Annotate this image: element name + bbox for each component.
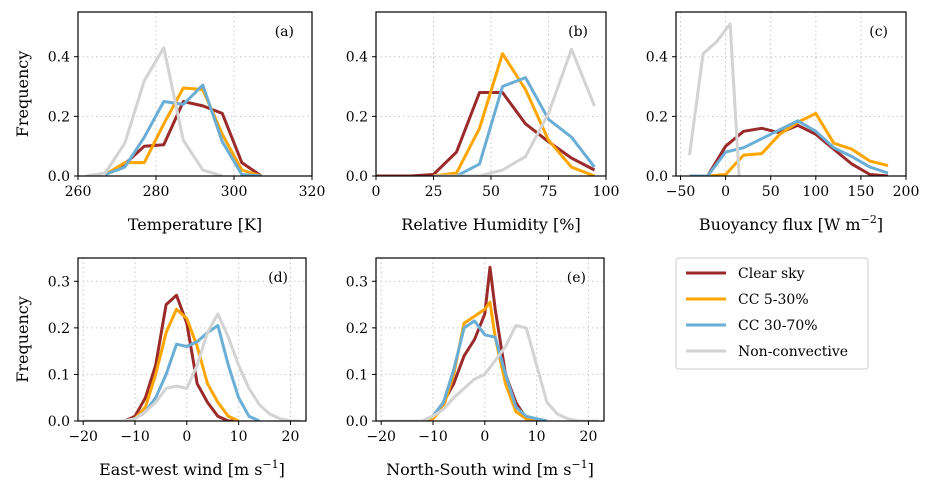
series-group <box>83 293 301 421</box>
series-line-cc-30-70- <box>433 76 596 176</box>
series-line-clear-sky <box>689 123 889 176</box>
y-axis-label: Frequency <box>13 51 32 138</box>
x-tick-label: 75 <box>540 184 558 200</box>
x-axis-label: Relative Humidity [%] <box>401 215 580 234</box>
x-tick-label: −10 <box>120 429 150 445</box>
y-tick-label: 0.2 <box>346 321 368 337</box>
x-tick-label: 200 <box>893 184 920 200</box>
y-tick-label: 0.3 <box>48 274 70 290</box>
x-axis-label: Buoyancy flux [W m−2] <box>699 213 883 234</box>
y-tick-label: 0.1 <box>48 367 70 383</box>
panel-e: −20 −10 0 10 20 0.0 0.1 0.2 0.3 (e) North-South wi… <box>346 257 605 479</box>
legend-box <box>675 257 869 370</box>
x-tick-label: −20 <box>68 429 98 445</box>
series-line-cc-5-30- <box>104 86 262 176</box>
x-tick-label: 100 <box>802 184 829 200</box>
x-tick-label: −50 <box>666 184 696 200</box>
axes-frame <box>375 257 605 422</box>
x-tick-label: 100 <box>593 184 620 200</box>
y-tick-label: 0.2 <box>48 321 70 337</box>
y-tick-label: 0.4 <box>646 50 668 66</box>
x-tick-label: −20 <box>366 429 396 445</box>
legend-label: Non-convective <box>738 344 848 360</box>
y-tick-label: 0.0 <box>48 414 70 430</box>
panel-b: 0 25 50 75 100 0.0 0.2 0.4 (b) Relative Humidity … <box>346 11 620 234</box>
x-tick-label: 300 <box>221 184 248 200</box>
x-tick-label: 0 <box>480 429 489 445</box>
axes-frame <box>77 257 307 422</box>
y-tick-label: 0.0 <box>346 169 368 185</box>
series-line-cc-5-30- <box>422 300 537 421</box>
panel-label: (d) <box>268 270 288 286</box>
x-tick-label: 0 <box>182 429 191 445</box>
x-tick-label: 20 <box>580 429 598 445</box>
x-tick-label: 50 <box>482 184 500 200</box>
x-tick-label: 25 <box>425 184 443 200</box>
series-line-non-convective <box>83 312 301 421</box>
series-line-cc-30-70- <box>421 319 548 421</box>
series-line-non-convective <box>381 324 599 421</box>
panel-d: −20 −10 0 10 20 0.0 0.1 0.2 0.3 (d) East-west wind… <box>13 257 307 479</box>
x-tick-label: −10 <box>418 429 448 445</box>
series-line-clear-sky <box>421 265 537 421</box>
series-group <box>688 22 889 176</box>
legend-label: Clear sky <box>738 266 805 282</box>
series-line-clear-sky <box>123 293 239 421</box>
series-line-non-convective <box>85 46 223 176</box>
legend-label: CC 5-30% <box>738 292 809 308</box>
x-tick-label: 150 <box>848 184 875 200</box>
legend-label: CC 30-70% <box>738 318 818 334</box>
x-tick-label: 0 <box>721 184 730 200</box>
y-tick-label: 0.2 <box>646 109 668 125</box>
series-group <box>85 46 263 176</box>
y-tick-label: 0.1 <box>346 367 368 383</box>
y-tick-label: 0.0 <box>646 169 668 185</box>
x-tick-label: 10 <box>528 429 546 445</box>
x-tick-label: 50 <box>762 184 780 200</box>
y-axis-label: Frequency <box>13 296 32 383</box>
panel-label: (b) <box>568 24 588 40</box>
x-axis-label: East-west wind [m s−1] <box>99 458 285 479</box>
panel-label: (a) <box>275 24 294 40</box>
y-tick-label: 0.4 <box>346 50 368 66</box>
x-tick-label: 20 <box>282 429 300 445</box>
x-tick-label: 280 <box>143 184 170 200</box>
x-axis-label: North-South wind [m s−1] <box>386 458 594 479</box>
y-tick-label: 0.0 <box>48 169 70 185</box>
axes-frame <box>675 11 907 177</box>
series-line-cc-30-70- <box>689 119 889 176</box>
panel-a: 260 280 300 320 0.0 0.2 0.4 (a) Temperature [K] F… <box>13 11 326 234</box>
y-tick-label: 0.3 <box>346 274 368 290</box>
x-tick-label: 320 <box>299 184 326 200</box>
series-line-cc-30-70- <box>104 83 262 176</box>
x-tick-label: 10 <box>230 429 248 445</box>
panel-label: (e) <box>567 270 586 286</box>
legend: Clear sky CC 5-30% CC 30-70% Non-convective <box>675 257 869 370</box>
y-tick-label: 0.2 <box>346 109 368 125</box>
panel-c: −50 0 50 100 150 200 0.0 0.2 0.4 (c) Buoyancy flux… <box>646 11 920 234</box>
y-tick-label: 0.0 <box>346 414 368 430</box>
y-tick-label: 0.2 <box>48 109 70 125</box>
x-tick-label: 0 <box>372 184 381 200</box>
y-tick-label: 0.4 <box>48 50 70 66</box>
series-line-cc-5-30- <box>124 307 240 421</box>
series-group <box>376 47 596 176</box>
panel-label: (c) <box>869 24 888 40</box>
axes-frame <box>77 11 313 177</box>
series-group <box>381 265 599 421</box>
series-line-cc-5-30- <box>433 52 596 176</box>
x-tick-label: 260 <box>65 184 92 200</box>
series-line-non-convective <box>433 47 596 176</box>
series-line-non-convective <box>688 22 741 176</box>
x-axis-label: Temperature [K] <box>128 215 262 234</box>
